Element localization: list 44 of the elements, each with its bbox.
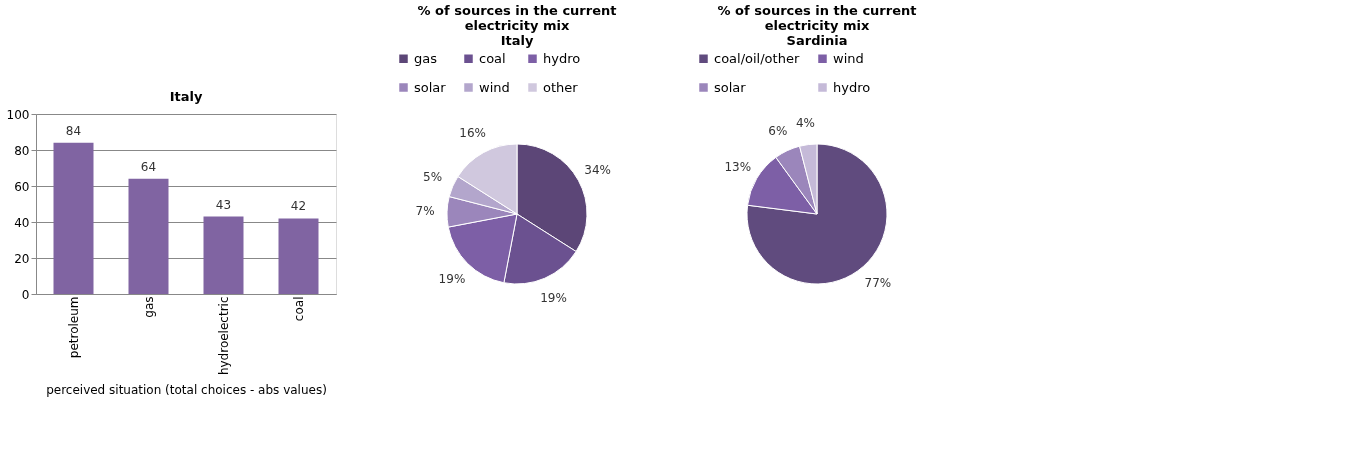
legend-label: coal (479, 50, 506, 66)
x-axis-title: perceived situation (total choices - abs values) (46, 383, 327, 398)
chart-subtitle: Italy (500, 33, 534, 48)
data-label: 42 (290, 199, 307, 214)
legend-label: hydro (833, 79, 871, 95)
data-label: 16% (459, 126, 487, 141)
legend-label: wind (479, 79, 510, 95)
data-label: 4% (795, 115, 815, 130)
x-tick-label: petroleum (66, 296, 81, 359)
legend-label: gas (414, 50, 438, 66)
y-tick-label: 0 (21, 287, 30, 302)
bar (278, 218, 319, 294)
data-label: 84 (65, 123, 82, 138)
legend-label: coal/oil/other (714, 50, 800, 66)
data-label: 34% (584, 162, 611, 177)
y-tick-label: 40 (14, 215, 30, 230)
y-tick-label: 60 (14, 179, 30, 194)
legend-label: solar (414, 79, 447, 95)
legend-label: solar (714, 79, 747, 95)
bar (128, 178, 169, 294)
bar (53, 142, 94, 294)
x-tick-label: coal (291, 296, 306, 322)
data-label: 64 (140, 159, 157, 174)
x-tick-label: gas (141, 296, 156, 318)
data-label: 13% (724, 160, 752, 175)
data-label: 7% (415, 204, 435, 219)
y-tick-label: 80 (14, 143, 30, 158)
data-label: 77% (864, 276, 892, 291)
data-label: 43 (215, 197, 232, 212)
chart-title: Italy (169, 89, 203, 104)
y-tick-label: 20 (14, 251, 30, 266)
x-tick-label: hydroelectric (216, 296, 231, 376)
data-label: 19% (438, 272, 466, 287)
legend-label: wind (833, 50, 864, 66)
chart-title: % of sources in the current electricity mix (717, 3, 917, 33)
data-label: 6% (768, 123, 788, 138)
chart-title: % of sources in the current electricity mix (417, 3, 617, 33)
data-label: 5% (423, 170, 443, 185)
data-label: 19% (540, 291, 567, 306)
legend-label: other (543, 79, 579, 95)
bar (203, 216, 244, 294)
legend-label: hydro (543, 50, 581, 66)
y-tick-label: 100 (6, 107, 30, 122)
chart-subtitle: Sardinia (786, 33, 848, 48)
